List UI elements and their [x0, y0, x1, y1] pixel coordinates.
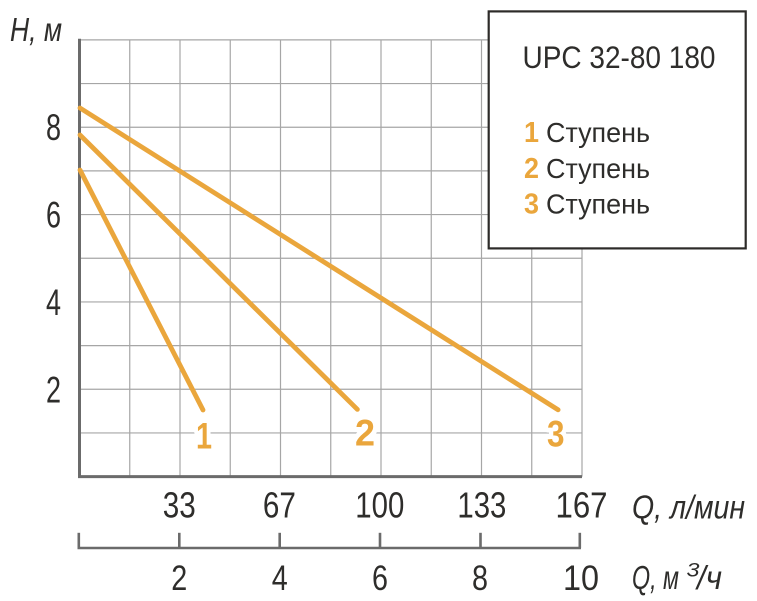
svg-text:8: 8 [472, 559, 488, 598]
svg-text:100: 100 [355, 485, 404, 526]
svg-text:Ступень: Ступень [546, 189, 650, 220]
svg-text:UPC 32-80 180: UPC 32-80 180 [523, 39, 716, 75]
svg-text:2: 2 [171, 559, 187, 598]
svg-text:3: 3 [687, 561, 701, 582]
svg-text:Ступень: Ступень [546, 117, 650, 148]
svg-text:10: 10 [563, 559, 599, 598]
svg-text:33: 33 [163, 485, 196, 526]
svg-text:2: 2 [46, 369, 61, 410]
svg-text:167: 167 [556, 485, 608, 526]
svg-text:67: 67 [263, 485, 296, 526]
svg-text:Ступень: Ступень [546, 153, 650, 184]
svg-text:6: 6 [372, 559, 388, 598]
svg-text:3: 3 [524, 189, 539, 221]
svg-text:8: 8 [46, 107, 61, 148]
svg-text:6: 6 [46, 195, 61, 236]
svg-text:2: 2 [524, 153, 539, 185]
svg-text:1: 1 [196, 416, 212, 457]
svg-text:4: 4 [272, 559, 288, 598]
svg-text:Q, м: Q, м [632, 559, 679, 596]
svg-text:Q, л/мин: Q, л/мин [632, 489, 745, 526]
svg-text:4: 4 [46, 282, 61, 323]
svg-text:3: 3 [547, 414, 565, 455]
svg-text:H, м: H, м [10, 11, 62, 48]
svg-text:/ч: /ч [695, 559, 722, 596]
svg-text:2: 2 [355, 413, 375, 454]
svg-text:1: 1 [524, 117, 539, 149]
svg-text:133: 133 [457, 485, 506, 526]
